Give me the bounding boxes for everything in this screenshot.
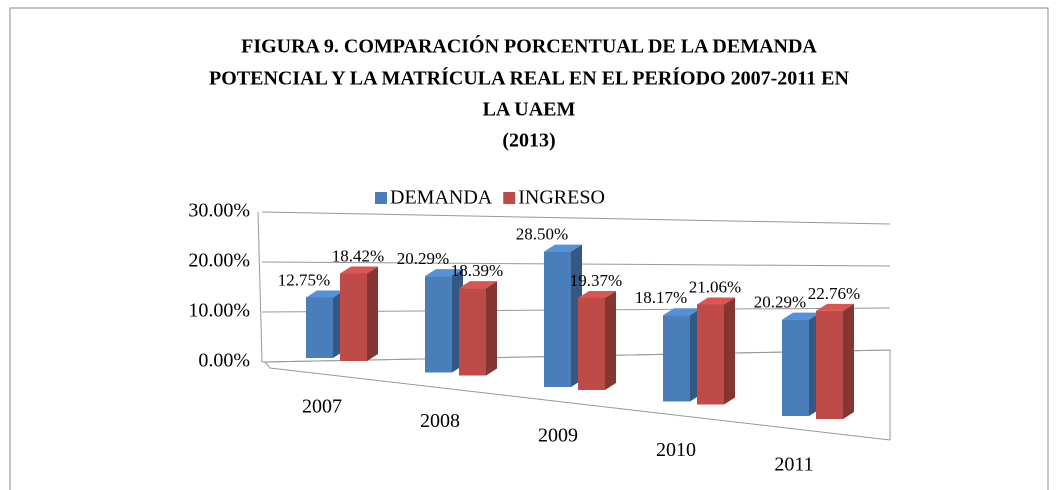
data-label: 19.37% (570, 271, 622, 290)
y-tick-label: 20.00% (188, 250, 250, 272)
bar-top (697, 297, 735, 305)
bar-side (724, 297, 735, 405)
bar-top (306, 290, 344, 298)
bar-top (663, 308, 701, 316)
bar (544, 251, 571, 387)
data-label: 18.39% (451, 261, 503, 280)
legend-swatch (503, 192, 516, 204)
bar-top (816, 303, 854, 311)
bar (340, 273, 367, 361)
grid-line (261, 211, 891, 225)
bar (697, 304, 724, 405)
data-label: 28.50% (516, 225, 568, 244)
data-label: 20.29% (754, 293, 806, 312)
data-label: 18.42% (332, 246, 384, 265)
bar (782, 319, 809, 416)
chart-frame (9, 7, 1049, 490)
legend-label: INGRESO (518, 187, 605, 209)
bar (578, 297, 605, 390)
data-label: 20.29% (397, 249, 449, 268)
chart-title: LA UAEM (483, 99, 576, 121)
bar-top (544, 244, 582, 252)
bar-top (459, 281, 497, 289)
y-tick-label: 30.00% (188, 200, 250, 222)
bar-top (340, 266, 378, 274)
y-tick-label: 0.00% (198, 350, 250, 372)
bar-top (782, 312, 820, 320)
x-tick-label: 2009 (538, 425, 578, 447)
bar (306, 297, 333, 358)
bar-top (578, 290, 616, 298)
bar-side (367, 266, 378, 361)
axis-line (257, 211, 263, 363)
legend-swatch (375, 192, 387, 204)
y-tick-label: 10.00% (188, 300, 250, 322)
bar (459, 288, 486, 376)
bar-side (843, 303, 854, 419)
bar (425, 276, 452, 373)
data-label: 12.75% (278, 270, 330, 289)
chart-title: POTENCIAL Y LA MATRÍCULA REAL EN EL PERÍ… (209, 67, 849, 90)
bar (663, 315, 690, 402)
data-label: 18.17% (635, 288, 687, 307)
x-tick-label: 2010 (656, 439, 696, 461)
x-tick-label: 2007 (302, 396, 342, 418)
legend-label: DEMANDA (390, 187, 493, 209)
x-tick-label: 2011 (774, 454, 813, 476)
bar-side (486, 281, 497, 376)
chart-title: FIGURA 9. COMPARACIÓN PORCENTUAL DE LA D… (241, 34, 817, 58)
x-tick-label: 2008 (420, 410, 460, 432)
bar-side (605, 290, 616, 390)
chart-subtitle: (2013) (502, 130, 555, 152)
bar-top (425, 269, 463, 277)
data-label: 21.06% (689, 277, 741, 296)
bar (816, 310, 843, 419)
data-label: 22.76% (808, 284, 860, 303)
